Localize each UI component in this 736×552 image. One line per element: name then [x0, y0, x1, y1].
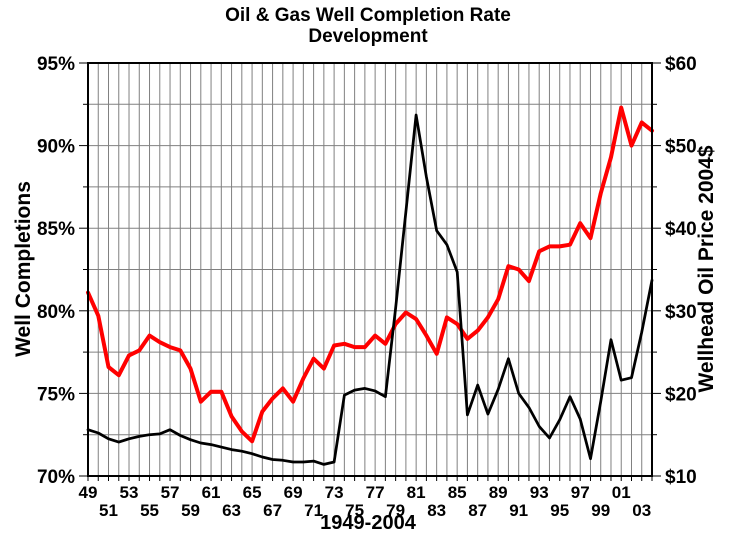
x-tick-label: 63 [222, 501, 241, 520]
left-tick-label: 95% [37, 54, 75, 75]
x-tick-label: 61 [202, 483, 221, 502]
plot-border [87, 62, 653, 477]
right-tick-label: $40 [665, 219, 697, 240]
x-tick-label: 99 [591, 501, 610, 520]
x-tick-label: 73 [325, 483, 344, 502]
right-tick-label: $60 [665, 54, 697, 75]
x-tick-label: 51 [99, 501, 118, 520]
x-tick-label: 91 [509, 501, 528, 520]
left-tick-label: 85% [37, 219, 75, 240]
x-tick-label: 03 [632, 501, 651, 520]
x-tick-label: 49 [79, 483, 98, 502]
x-tick-label: 01 [612, 483, 631, 502]
x-tick-label: 71 [304, 501, 323, 520]
horizontal-gridlines [88, 103, 652, 436]
x-tick-label: 69 [284, 483, 303, 502]
x-tick-label: 97 [571, 483, 590, 502]
chart-title: Oil & Gas Well Completion Rate Developme… [0, 5, 736, 47]
axis-ticks [79, 62, 661, 481]
right-tick-label: $50 [665, 137, 697, 158]
x-tick-label: 93 [530, 483, 549, 502]
plot-frame [87, 62, 653, 477]
x-tick-label: 53 [120, 483, 139, 502]
x-tick-label: 55 [140, 501, 159, 520]
x-tick-label: 85 [448, 483, 467, 502]
x-tick-label: 79 [386, 501, 405, 520]
x-tick-label: 59 [181, 501, 200, 520]
data-series [86, 105, 654, 466]
x-tick-label: 81 [407, 483, 426, 502]
right-tick-label: $20 [665, 384, 697, 405]
x-tick-label: 89 [489, 483, 508, 502]
x-tick-label: 67 [263, 501, 282, 520]
series-line-oil-price [86, 113, 654, 466]
left-tick-label: 90% [37, 137, 75, 158]
left-tick-label: 70% [37, 467, 75, 488]
right-axis-title: Wellhead Oil Price 2004$ [695, 145, 718, 393]
x-tick-label: 77 [366, 483, 385, 502]
left-tick-label: 80% [37, 302, 75, 323]
left-axis-title: Well Completions [12, 181, 35, 357]
left-tick-label: 75% [37, 384, 75, 405]
x-tick-label: 95 [550, 501, 569, 520]
x-tick-label: 87 [468, 501, 487, 520]
x-tick-label: 57 [161, 483, 180, 502]
x-tick-label: 75 [345, 501, 364, 520]
series-line-completions [86, 105, 654, 444]
right-tick-label: $30 [665, 302, 697, 323]
x-tick-label: 83 [427, 501, 446, 520]
chart-title-line1: Oil & Gas Well Completion Rate [225, 5, 511, 26]
axis-tick-labels: 95% 90% 85% 80% 75% 70% $60 $50 $40 $30 $20 $10 4951… [37, 54, 697, 520]
chart-title-line2: Development [308, 26, 428, 47]
x-axis-title: 1949-2004 [320, 512, 416, 534]
x-tick-label: 65 [243, 483, 262, 502]
right-tick-label: $10 [665, 467, 697, 488]
